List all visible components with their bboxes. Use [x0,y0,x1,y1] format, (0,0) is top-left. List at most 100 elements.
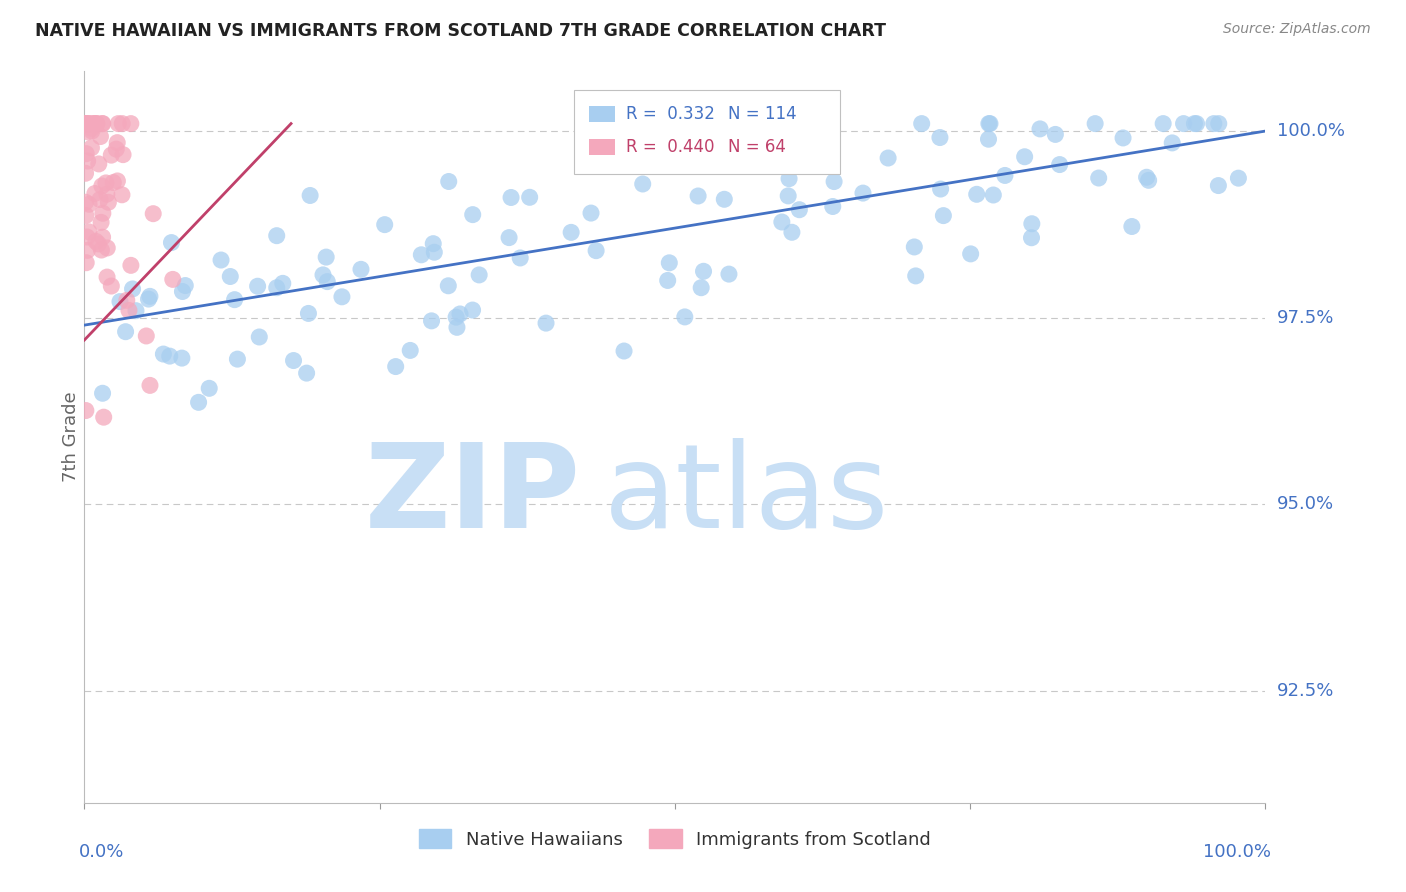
Text: N = 64: N = 64 [728,137,786,156]
Point [692,264,714,278]
Point [1136,170,1159,185]
Text: 95.0%: 95.0% [1277,495,1334,513]
Point [1184,117,1206,131]
Point [420,314,443,328]
Point [107,117,129,131]
Point [120,258,142,272]
Point [247,330,270,344]
Point [789,202,811,217]
Point [1152,117,1174,131]
Text: 92.5%: 92.5% [1277,681,1334,700]
Point [86,117,108,131]
Point [198,381,221,395]
Point [437,278,460,293]
Point [657,273,679,287]
Point [76,244,98,258]
Point [75,166,97,180]
Point [142,207,165,221]
Text: atlas: atlas [605,438,890,553]
Point [981,188,1004,202]
Point [112,147,135,161]
Point [91,117,114,131]
Point [681,117,703,131]
Point [1045,128,1067,142]
Point [83,117,105,131]
Point [209,253,232,268]
Point [87,157,110,171]
Point [1029,122,1052,136]
Point [374,218,396,232]
Point [77,225,100,239]
Point [90,179,112,194]
Point [90,243,112,257]
Point [734,117,756,131]
Point [75,117,97,131]
Point [1121,219,1143,234]
Point [977,117,1000,131]
Point [1173,117,1195,131]
Point [688,189,710,203]
Point [80,117,103,131]
Point [152,347,174,361]
Legend: Native Hawaiians, Immigrants from Scotland: Native Hawaiians, Immigrants from Scotla… [412,822,938,856]
Point [350,262,373,277]
Point [76,125,98,139]
Point [105,136,128,150]
Point [75,117,97,131]
Point [105,142,128,156]
Point [315,250,337,264]
Point [509,251,531,265]
Point [87,236,110,251]
Text: 100.0%: 100.0% [1277,122,1344,140]
Point [75,403,97,417]
Point [75,146,97,161]
Point [107,174,129,188]
Point [966,187,988,202]
Point [80,141,103,155]
Point [187,395,209,409]
Text: R =  0.440: R = 0.440 [627,137,716,156]
Point [1021,231,1043,245]
Point [423,245,446,260]
Point [904,268,927,283]
Point [780,225,803,239]
Point [613,344,636,359]
Text: ZIP: ZIP [364,438,581,553]
Point [93,410,115,425]
Point [658,256,681,270]
Point [778,189,800,203]
Point [84,117,107,131]
Point [139,289,162,303]
Point [226,352,249,367]
Point [312,268,335,282]
Point [80,124,103,138]
Point [673,310,696,324]
Point [631,177,654,191]
Point [76,154,98,169]
Point [76,230,98,244]
Point [111,187,134,202]
Point [295,366,318,380]
Point [219,269,242,284]
Point [1084,117,1107,131]
Y-axis label: 7th Grade: 7th Grade [62,392,80,483]
Point [498,230,520,244]
Point [162,272,184,286]
Point [823,175,845,189]
Point [224,293,246,307]
Point [932,209,955,223]
Point [83,186,105,201]
Point [283,353,305,368]
Point [100,148,122,162]
Point [139,378,162,392]
Point [125,303,148,318]
Point [690,281,713,295]
Text: 97.5%: 97.5% [1277,309,1334,326]
Point [717,267,740,281]
Point [90,215,112,229]
Point [135,329,157,343]
Point [91,206,114,220]
Point [585,244,607,258]
Point [499,190,522,204]
Point [929,182,952,196]
